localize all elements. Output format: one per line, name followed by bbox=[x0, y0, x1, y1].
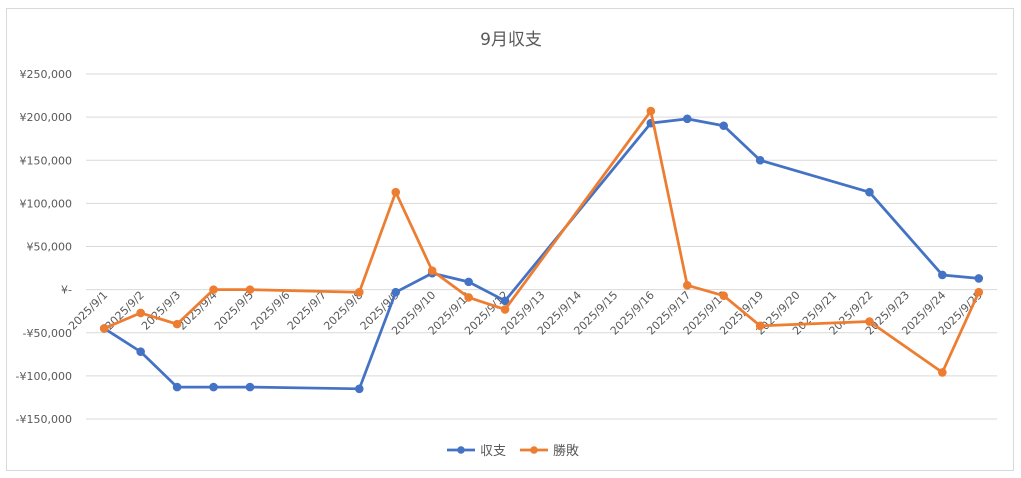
y-tick-label: ¥150,000 bbox=[20, 154, 73, 167]
legend-label: 勝敗 bbox=[553, 444, 579, 459]
series-line bbox=[103, 117, 979, 391]
data-point bbox=[865, 187, 874, 197]
legend-swatch-marker bbox=[530, 446, 538, 454]
series-2 bbox=[99, 106, 984, 377]
y-tick-label: -¥100,000 bbox=[16, 370, 72, 383]
data-point bbox=[865, 317, 874, 326]
data-point bbox=[500, 305, 510, 314]
series-layer bbox=[99, 106, 984, 394]
data-point bbox=[938, 368, 947, 377]
x-axis-tick-labels: 2025/9/12025/9/22025/9/32025/9/42025/9/5… bbox=[66, 289, 985, 338]
data-point bbox=[136, 347, 145, 357]
data-point bbox=[500, 296, 510, 306]
y-axis-tick-labels: ¥250,000 ¥200,000 ¥150,000 ¥100,000 ¥50,000 ¥… bbox=[16, 68, 72, 426]
x-tick-label: 2025/9/4 bbox=[176, 289, 220, 333]
data-point bbox=[245, 285, 255, 294]
data-point bbox=[464, 293, 473, 302]
data-point bbox=[682, 114, 692, 124]
data-point bbox=[209, 285, 218, 294]
chart-frame: 9月収支 ¥250,000 ¥200,000 ¥150,000 ¥100,000 ¥50… bbox=[6, 8, 1014, 471]
data-point bbox=[464, 277, 473, 287]
data-point bbox=[755, 321, 765, 331]
data-point bbox=[355, 287, 364, 297]
chart-svg: 9月収支 ¥250,000 ¥200,000 ¥150,000 ¥100,000 ¥50… bbox=[16, 30, 997, 459]
data-point bbox=[719, 121, 729, 131]
chart-title: 9月収支 bbox=[480, 30, 542, 50]
legend-label: 収支 bbox=[480, 444, 506, 459]
y-tick-label: ¥200,000 bbox=[20, 111, 73, 124]
legend-swatch-marker bbox=[457, 446, 465, 454]
data-point bbox=[245, 382, 255, 392]
y-tick-label: ¥250,000 bbox=[20, 68, 73, 81]
data-point bbox=[209, 382, 218, 392]
data-point bbox=[136, 308, 145, 318]
x-tick-label: 2025/9/7 bbox=[285, 289, 329, 333]
series-1 bbox=[99, 114, 984, 394]
y-tick-label: -¥150,000 bbox=[16, 413, 72, 426]
y-tick-label: -¥50,000 bbox=[23, 327, 72, 340]
y-tick-label: ¥50,000 bbox=[27, 241, 73, 254]
data-point bbox=[719, 291, 729, 300]
legend: 収支 勝敗 bbox=[447, 444, 579, 459]
data-point bbox=[172, 319, 182, 329]
x-tick-label: 2025/9/5 bbox=[212, 289, 256, 333]
legend-item: 勝敗 bbox=[520, 444, 579, 459]
data-point bbox=[391, 287, 401, 297]
legend-item: 収支 bbox=[447, 444, 506, 459]
data-point bbox=[427, 266, 437, 275]
data-point bbox=[172, 382, 182, 392]
y-tick-label: ¥100,000 bbox=[20, 197, 73, 210]
data-point bbox=[391, 187, 401, 197]
data-point bbox=[646, 106, 656, 116]
data-point bbox=[755, 155, 765, 165]
data-point bbox=[974, 274, 984, 283]
grid-layer bbox=[86, 73, 997, 420]
data-point bbox=[682, 281, 692, 290]
data-point bbox=[99, 324, 109, 333]
data-point bbox=[938, 270, 947, 280]
x-tick-label: 2025/9/6 bbox=[248, 289, 292, 333]
data-point bbox=[974, 287, 984, 297]
y-tick-label: ¥- bbox=[61, 284, 72, 297]
data-point bbox=[355, 384, 364, 394]
